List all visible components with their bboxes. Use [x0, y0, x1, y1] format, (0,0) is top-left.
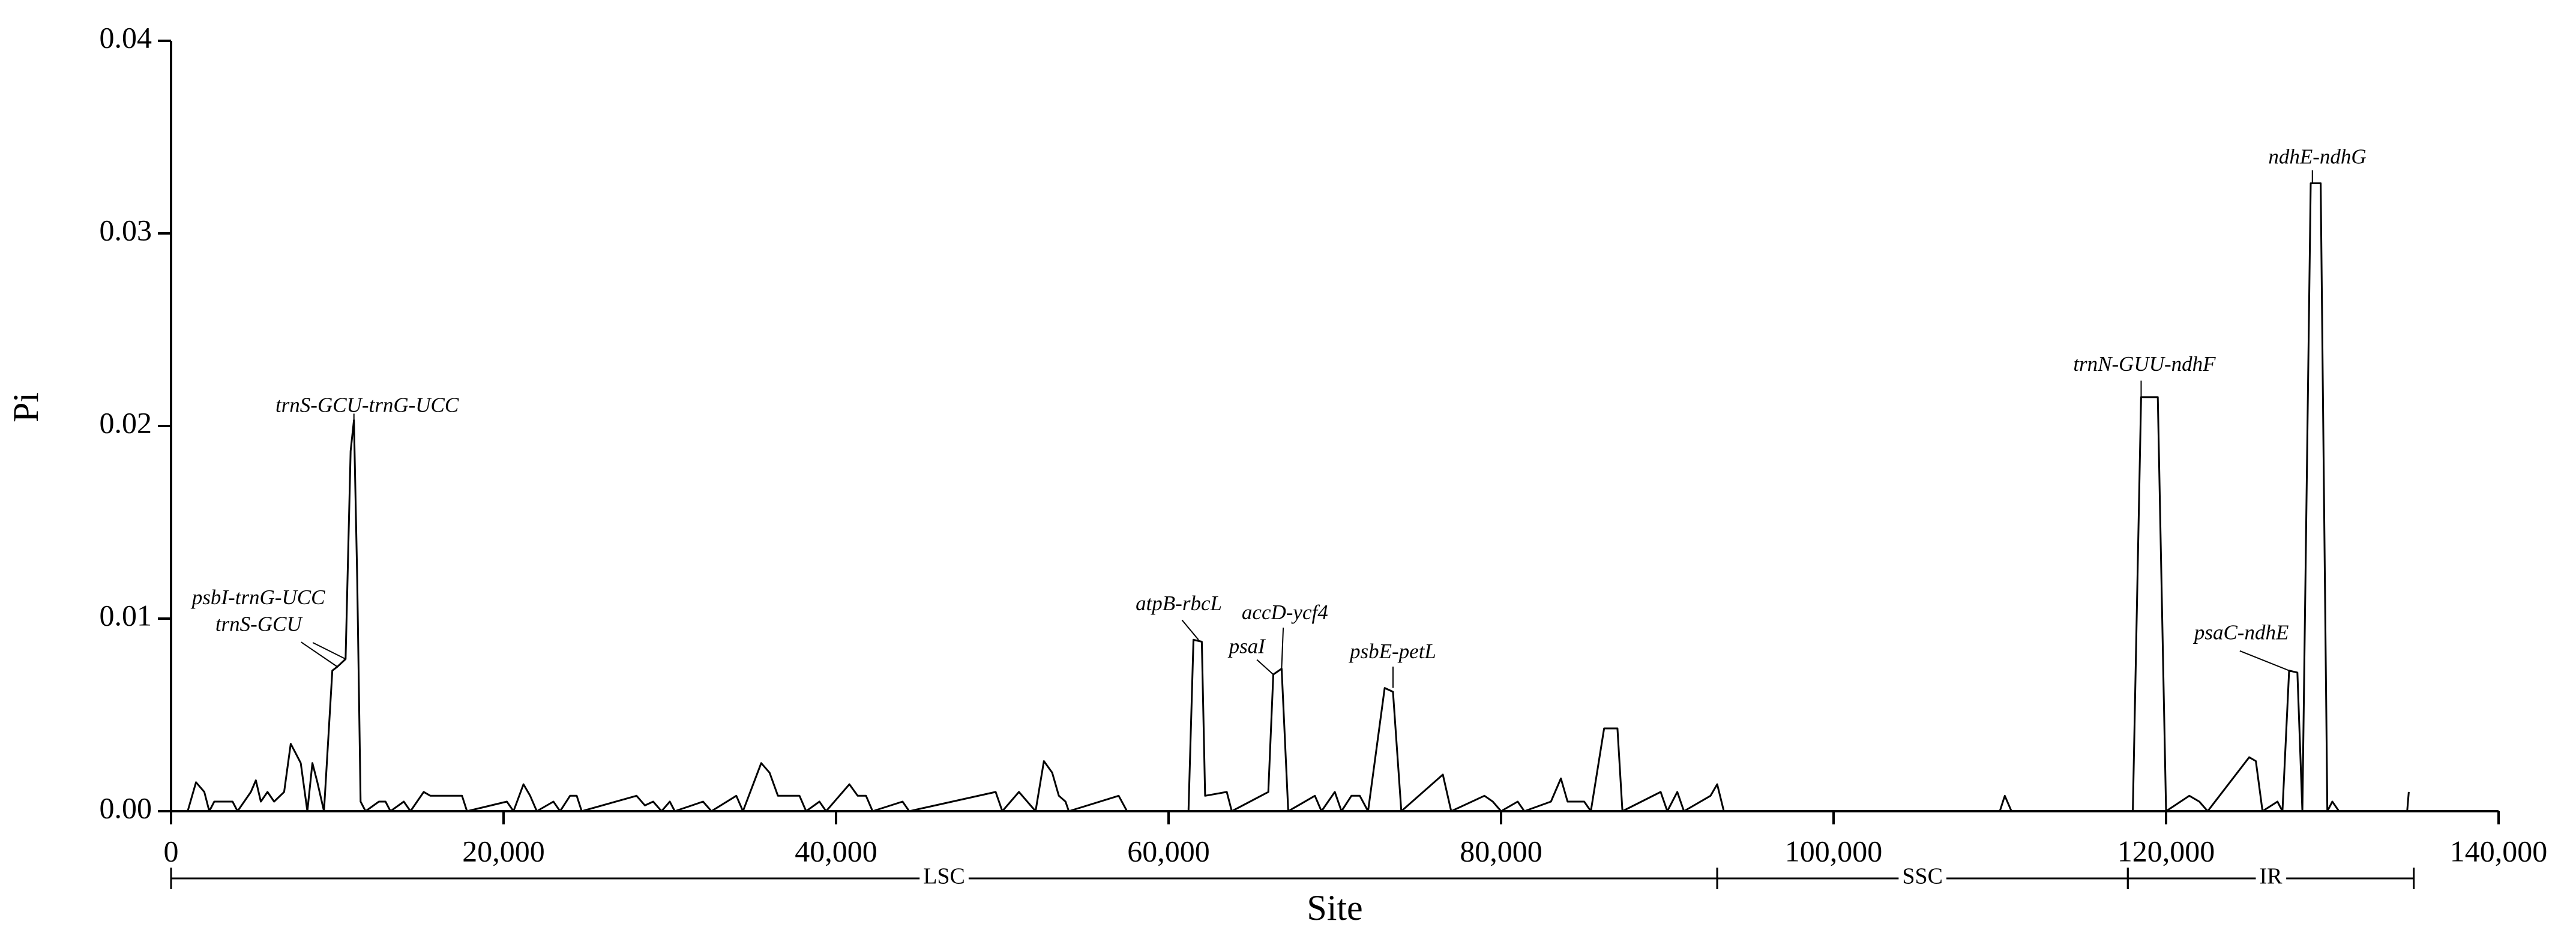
annotation-pointer: [1281, 627, 1284, 669]
annotation-pointer: [2239, 650, 2290, 671]
x-tick-label: 20,000: [462, 834, 545, 868]
y-tick-label: 0.02: [100, 406, 152, 439]
annotation-label: trnS-GCU: [215, 613, 304, 636]
region-label-bg: [2256, 863, 2287, 889]
y-tick-label: 0.04: [100, 20, 152, 54]
x-tick-label: 0: [164, 834, 179, 868]
annotation-label: psaI: [1227, 634, 1267, 658]
annotation-pointer: [301, 641, 338, 668]
x-tick-label: 120,000: [2117, 834, 2215, 868]
annotation-label: trnS-GCU-trnG-UCC: [275, 394, 459, 417]
y-tick-label: 0.01: [100, 598, 152, 632]
annotation-pointer: [1181, 619, 1199, 640]
annotation-label: accD-ycf4: [1242, 601, 1328, 624]
annotation-label: ndhE-ndhG: [2268, 145, 2366, 169]
data-line: [171, 182, 2410, 812]
y-tick-label: 0.00: [100, 791, 152, 824]
x-tick-label: 80,000: [1460, 834, 1542, 868]
annotation-label: atpB-rbcL: [1136, 592, 1222, 615]
region-label: IR: [2260, 864, 2283, 889]
y-axis-label: Pi: [6, 392, 46, 422]
x-tick-label: 60,000: [1127, 834, 1210, 868]
x-tick-label: 140,000: [2450, 834, 2548, 868]
region-label-bg: [919, 863, 969, 889]
region-label: SSC: [1902, 864, 1943, 889]
annotation-label: psbI-trnG-UCC: [190, 586, 325, 609]
annotation-label: psbE-petL: [1348, 640, 1436, 663]
x-axis-label: Site: [1307, 888, 1362, 928]
annotation-label: trnN-GUU-ndhF: [2073, 352, 2216, 376]
x-tick-label: 100,000: [1785, 834, 1883, 868]
annotation-pointer: [312, 642, 346, 660]
annotation-label: psaC-ndhE: [2192, 620, 2289, 644]
annotation-pointer: [1256, 659, 1274, 675]
x-tick-label: 40,000: [795, 834, 877, 868]
region-label-bg: [1898, 863, 1947, 889]
region-label: LSC: [923, 864, 965, 889]
y-tick-label: 0.03: [100, 213, 152, 247]
